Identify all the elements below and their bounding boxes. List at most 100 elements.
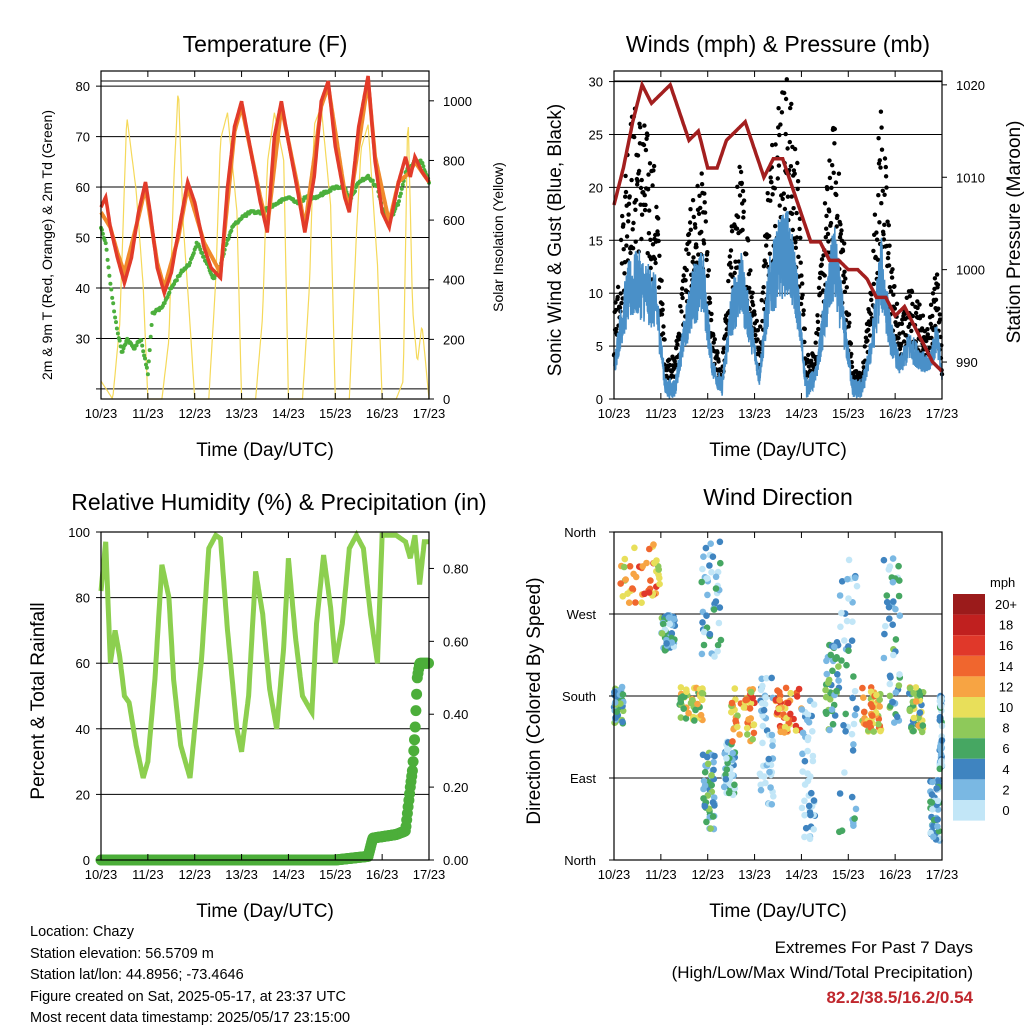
wind-direction-point <box>805 802 813 810</box>
legend-label: 16 <box>999 638 1013 653</box>
gust-point <box>836 171 842 176</box>
gust-point <box>824 226 829 231</box>
gust-point <box>699 171 704 176</box>
gust-point <box>841 273 846 278</box>
gust-point <box>750 290 755 295</box>
dewpoint-point <box>134 343 139 348</box>
wind-direction-point <box>725 789 733 797</box>
gust-point <box>875 257 881 262</box>
gust-point <box>635 153 641 158</box>
wind-direction-point <box>729 738 736 745</box>
gust-point <box>770 142 775 148</box>
gust-point <box>920 313 926 318</box>
wind-direction-point <box>853 582 861 590</box>
temperature-xtick-label: 15/23 <box>319 406 352 421</box>
gust-point <box>705 250 710 255</box>
gust-point <box>889 275 895 280</box>
legend-swatch <box>953 635 985 656</box>
wind-direction-point <box>647 577 654 584</box>
wind-direction-point <box>895 562 902 570</box>
gust-point <box>782 90 787 96</box>
gust-point <box>637 121 642 127</box>
figure-created: Figure created on Sat, 2025-05-17, at 23… <box>30 988 346 1005</box>
gust-point <box>817 275 822 281</box>
wind-direction-point <box>841 769 848 776</box>
wind-direction-xtick-label: 12/23 <box>691 867 724 882</box>
wind-direction-point <box>850 741 857 748</box>
gust-point <box>748 268 753 273</box>
temp-2m-line <box>99 75 431 300</box>
gust-point <box>624 243 629 248</box>
wind-direction-point <box>776 688 783 696</box>
wind-direction-point <box>701 768 709 776</box>
wind-direction-point <box>707 540 714 547</box>
wind-direction-xtick-label: 11/23 <box>645 867 677 882</box>
wind-direction-point <box>798 804 806 812</box>
wind-direction-ytick-label: South <box>562 689 596 704</box>
wind-direction-point <box>850 720 858 728</box>
wind-direction-point <box>732 717 739 725</box>
wind-direction-point <box>870 728 877 735</box>
wind-direction-point <box>849 694 856 702</box>
winds-xtick-label: 14/23 <box>785 406 818 421</box>
wind-direction-point <box>758 700 766 707</box>
gust-point <box>648 265 653 271</box>
gust-point <box>869 297 874 303</box>
gust-point <box>795 179 801 184</box>
wind-direction-point <box>776 696 783 704</box>
wind-direction-point <box>912 684 920 691</box>
wind-direction-point <box>715 619 723 627</box>
wind-direction-point <box>750 721 757 729</box>
gust-point <box>754 318 759 324</box>
gust-point <box>705 273 710 278</box>
gust-point <box>737 164 742 170</box>
winds-ytick-label: 10 <box>589 286 603 301</box>
gust-point <box>644 136 649 141</box>
gust-point <box>687 239 692 244</box>
gust-point <box>674 346 679 351</box>
gust-point <box>816 285 822 290</box>
legend-label: 10 <box>999 700 1013 715</box>
dewpoint-point <box>229 228 234 233</box>
winds-title: Winds (mph) & Pressure (mb) <box>626 31 930 57</box>
precipitation-point <box>407 756 419 768</box>
temperature-chart: Temperature (F)3040506070800200400600800… <box>39 31 506 461</box>
winds-chart: Winds (mph) & Pressure (mb) 0 5 10 15 20 25 30 9… <box>545 31 1024 461</box>
wind-direction-point <box>912 698 920 705</box>
gust-point <box>872 212 878 217</box>
wind-direction-point <box>844 575 851 583</box>
wind-direction-point <box>892 636 900 643</box>
gust-point <box>693 225 698 230</box>
wind-direction-point <box>934 816 941 823</box>
gust-point <box>885 255 891 261</box>
temperature-xtick-label: 16/23 <box>366 406 399 421</box>
wind-direction-point <box>792 727 800 734</box>
wind-direction-point <box>823 657 830 665</box>
dewpoint-point <box>118 344 123 349</box>
gust-point <box>706 268 711 273</box>
gust-point <box>653 260 658 266</box>
gust-point <box>882 156 888 161</box>
gust-point <box>866 319 872 324</box>
temperature-ytick-label-right: 1000 <box>443 94 472 109</box>
gust-point <box>629 177 634 183</box>
legend-swatch <box>953 758 985 780</box>
wind-direction-point <box>890 598 897 605</box>
gust-point <box>812 362 817 367</box>
wind-direction-point <box>880 556 888 564</box>
gust-point <box>799 273 804 278</box>
wind-direction-point <box>700 553 707 560</box>
dewpoint-point <box>111 301 116 306</box>
wind-direction-point <box>889 698 896 706</box>
legend-swatch <box>953 738 985 759</box>
wind-direction-point <box>893 713 901 721</box>
gust-point <box>789 101 794 107</box>
gust-point <box>648 237 653 242</box>
gust-point <box>698 205 703 211</box>
wind-direction-point <box>704 591 711 599</box>
wind-direction-point <box>885 566 893 573</box>
wind-direction-point <box>709 813 717 820</box>
wind-direction-point <box>698 578 705 586</box>
wind-direction-point <box>838 657 845 664</box>
